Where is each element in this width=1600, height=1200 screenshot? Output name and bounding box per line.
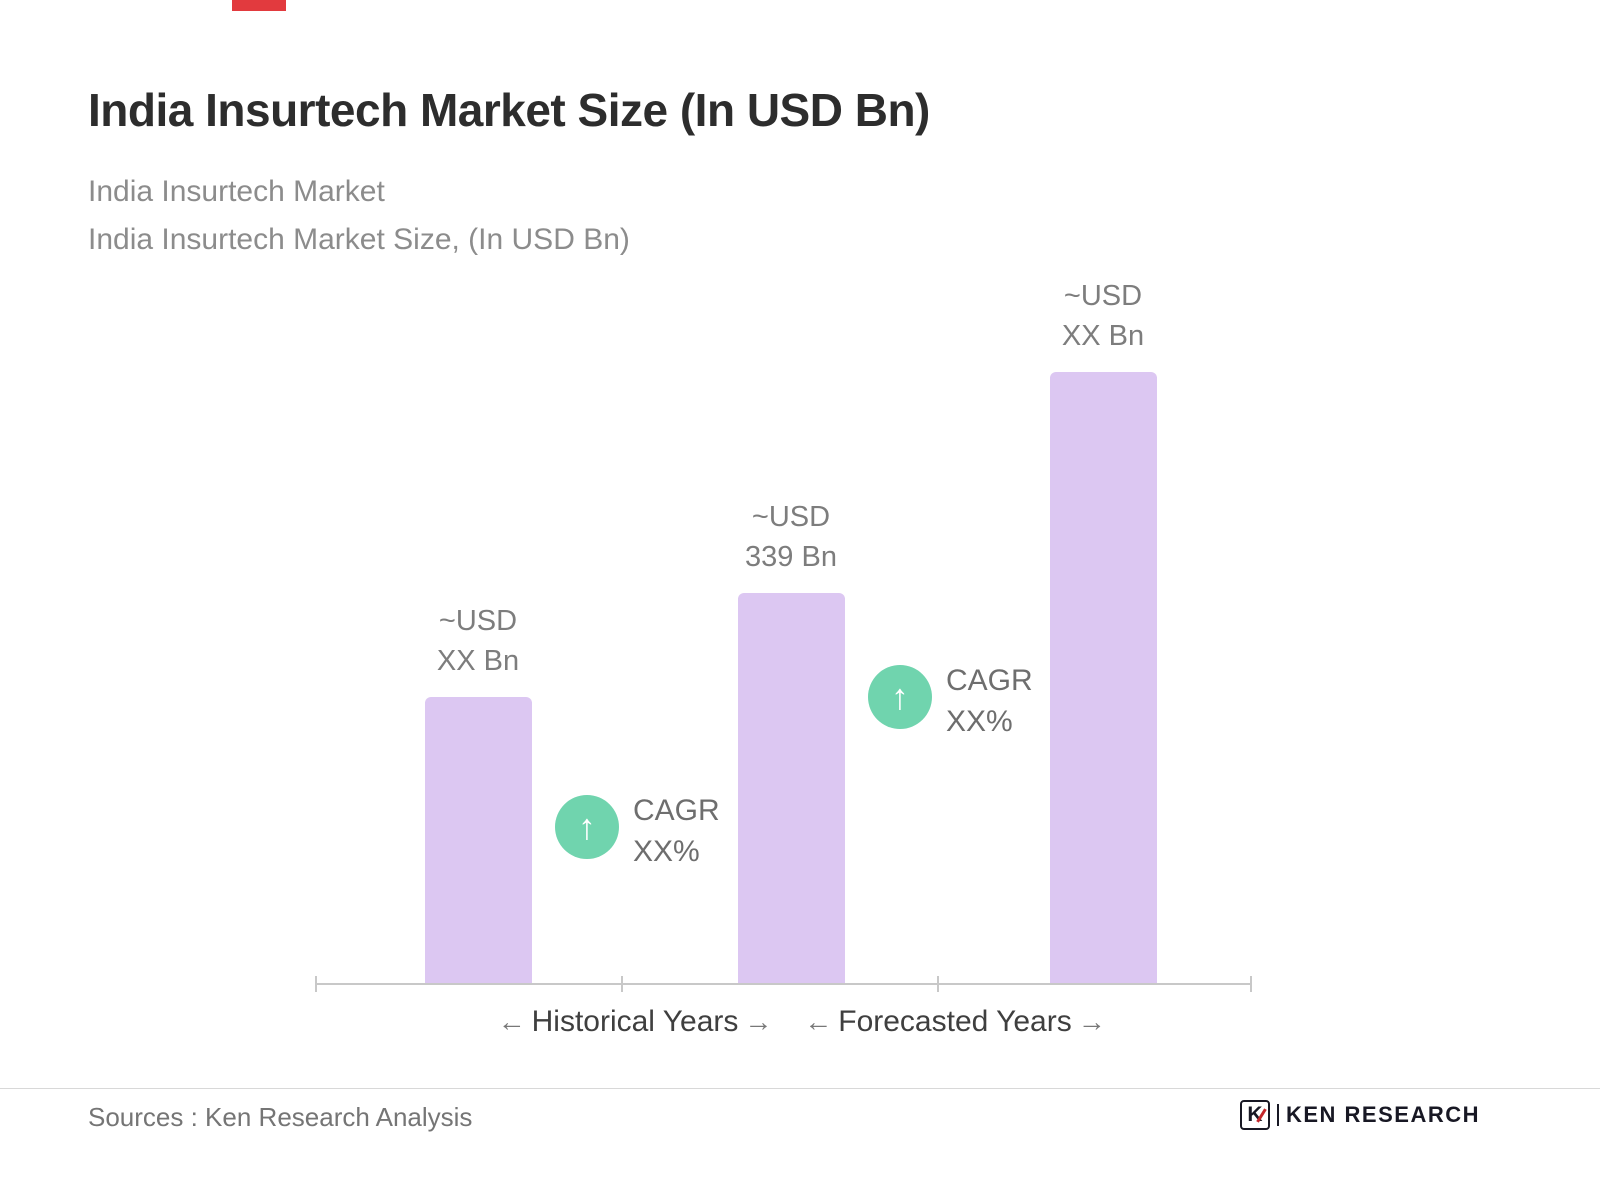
cagr-label-1: CAGR XX% (633, 790, 720, 872)
logo-k-icon: K (1239, 1100, 1270, 1130)
up-arrow-icon: ↑ (891, 676, 909, 717)
axis-tick (1250, 976, 1252, 992)
right-arrow-icon: → (744, 1006, 773, 1037)
axis-group-forecasted: ← Forecasted Years → (790, 1005, 1120, 1039)
bar-value-line: ~USD (751, 501, 831, 533)
bar-current (738, 593, 845, 985)
axis-tick (937, 976, 939, 992)
bar-value-label: ~USD 339 Bn (691, 497, 891, 577)
bar-value-line: ~USD (1063, 280, 1143, 312)
axis-tick (621, 976, 623, 992)
axis-group-historical: ← Historical Years → (440, 1005, 830, 1039)
cagr-circle-2: ↑ (868, 665, 932, 729)
bar-value-label: ~USD XX Bn (1003, 276, 1203, 356)
up-arrow-icon: ↑ (578, 806, 596, 847)
left-arrow-icon: ← (497, 1006, 526, 1037)
footer-divider (0, 1088, 1600, 1089)
historical-years-label: Historical Years (531, 1005, 739, 1038)
chart-subtitle: India Insurtech Market India Insurtech M… (88, 168, 630, 264)
bar-forecast (1050, 372, 1157, 985)
ken-research-logo: K KEN RESEARCH (1239, 1100, 1480, 1130)
axis-tick (315, 976, 317, 992)
logo-text: KEN RESEARCH (1285, 1102, 1480, 1127)
cagr-text-line: XX% (946, 705, 1013, 738)
bar-value-line: XX Bn (1061, 320, 1145, 352)
sources-text: Sources : Ken Research Analysis (88, 1102, 473, 1132)
bar-value-line: 339 Bn (745, 541, 837, 573)
left-arrow-icon: ← (804, 1006, 833, 1037)
bar-value-line: ~USD (438, 605, 518, 637)
forecasted-years-label: Forecasted Years (838, 1005, 1072, 1038)
subtitle-line-1: India Insurtech Market (88, 175, 385, 208)
x-axis-line (315, 983, 1252, 985)
bar-value-line: XX Bn (436, 645, 520, 677)
cagr-circle-1: ↑ (555, 795, 619, 859)
cagr-text-line: CAGR (633, 794, 720, 827)
logo-separator (1276, 1104, 1279, 1126)
page-title: India Insurtech Market Size (In USD Bn) (88, 83, 930, 136)
cagr-text-line: CAGR (946, 664, 1033, 697)
cagr-text-line: XX% (633, 835, 700, 868)
right-arrow-icon: → (1077, 1006, 1106, 1037)
top-accent-bar (232, 0, 286, 11)
bar-historical (425, 697, 532, 985)
cagr-label-2: CAGR XX% (946, 660, 1033, 742)
subtitle-line-2: India Insurtech Market Size, (In USD Bn) (88, 223, 630, 256)
bar-value-label: ~USD XX Bn (378, 601, 578, 681)
